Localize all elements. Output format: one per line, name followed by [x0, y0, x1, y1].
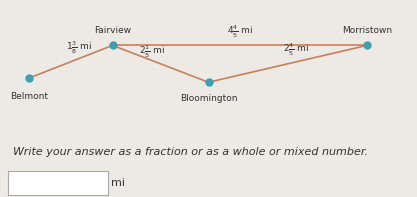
Text: Belmont: Belmont: [10, 92, 48, 101]
FancyBboxPatch shape: [8, 171, 108, 195]
Text: Fairview: Fairview: [94, 26, 131, 35]
Text: 2$\frac{4}{5}$ mi: 2$\frac{4}{5}$ mi: [283, 42, 309, 58]
Text: Write your answer as a fraction or as a whole or mixed number.: Write your answer as a fraction or as a …: [13, 147, 367, 157]
Text: 1$\frac{3}{8}$ mi: 1$\frac{3}{8}$ mi: [66, 39, 92, 56]
Text: Bloomington: Bloomington: [180, 94, 237, 103]
Text: mi: mi: [111, 178, 125, 188]
Text: Morristown: Morristown: [342, 26, 392, 35]
Text: 2$\frac{1}{5}$ mi: 2$\frac{1}{5}$ mi: [139, 43, 165, 59]
Text: 4$\frac{4}{5}$ mi: 4$\frac{4}{5}$ mi: [227, 23, 253, 40]
